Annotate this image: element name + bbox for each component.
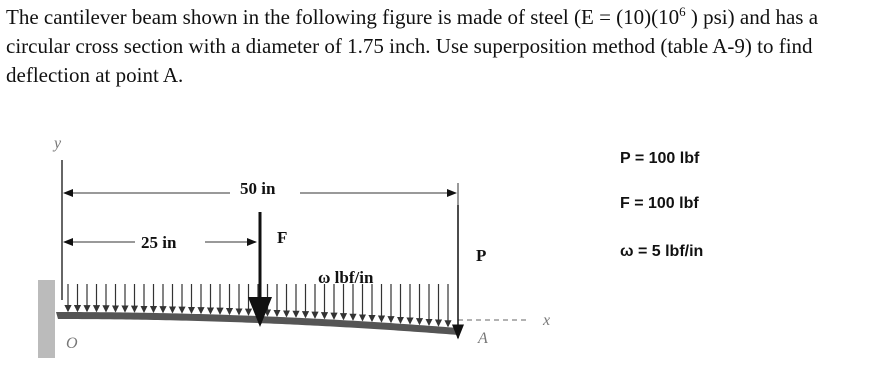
axis-label: y [52, 135, 62, 152]
given: P = 100 lbf [620, 150, 700, 167]
load-label: ω lbf/in [318, 268, 374, 287]
wall [38, 280, 55, 358]
axis-label: x [542, 312, 550, 329]
text: ) psi) and has a [685, 5, 819, 29]
force-label: P [476, 246, 486, 265]
text: The cantilever beam shown in the followi… [6, 5, 680, 29]
point-label: O [66, 335, 78, 352]
dimension-label: 25 in [141, 233, 177, 252]
given: ω = 5 lbf/in [620, 243, 703, 260]
question-line: The cantilever beam shown in the followi… [6, 4, 818, 30]
question-line: deflection at point A. [6, 63, 184, 87]
question-line: circular cross section with a diameter o… [6, 34, 813, 58]
dimension-label: 50 in [240, 179, 276, 198]
superscript: 6 [679, 4, 686, 19]
point-label: A [477, 330, 488, 347]
beam [56, 312, 458, 335]
force-label: F [277, 228, 287, 247]
given: F = 100 lbf [620, 195, 699, 212]
